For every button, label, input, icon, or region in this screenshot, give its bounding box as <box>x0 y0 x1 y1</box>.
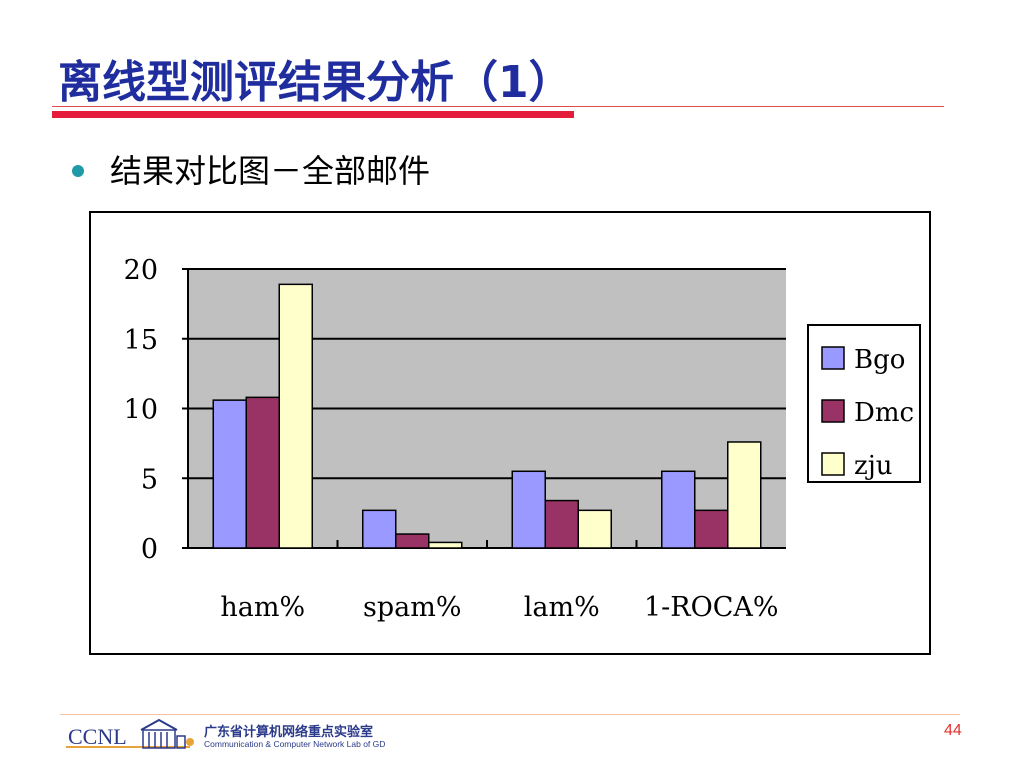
bar-chart: 0 5 10 15 20 ham% spam% lam% 1-ROCA% Bgo Dmc zju <box>124 255 921 623</box>
title-divider-thick <box>52 111 574 118</box>
legend-label-zju: zju <box>854 451 893 481</box>
x-tick-label: spam% <box>363 592 462 623</box>
x-tick-label: 1-ROCA% <box>644 592 779 623</box>
bar-bgo-2 <box>362 509 397 549</box>
bar-dmc-2 <box>395 533 430 549</box>
legend-label-dmc: Dmc <box>854 398 914 428</box>
bar-dmc-3 <box>544 499 579 549</box>
y-tick-label: 15 <box>124 325 158 356</box>
page-number: 44 <box>944 722 962 739</box>
x-tick-label: lam% <box>524 592 600 623</box>
bar-bgo-3 <box>511 470 546 549</box>
bullet-text: 结果对比图－全部邮件 <box>110 152 431 190</box>
lab-building-icon <box>140 718 194 749</box>
y-tick-label: 20 <box>124 255 158 286</box>
footer-org-name-en: Communication & Computer Network Lab of … <box>204 739 386 749</box>
legend-swatch-zju <box>821 452 845 476</box>
legend-swatch-dmc <box>821 399 845 423</box>
bar-zju-3 <box>577 509 612 549</box>
bar-zju-4 <box>727 441 762 549</box>
legend-swatch-bgo <box>821 346 845 370</box>
footer-org-name-cn: 广东省计算机网络重点实验室 <box>204 725 374 740</box>
bar-dmc-1 <box>245 396 280 549</box>
title-divider-thin <box>52 106 944 107</box>
legend-label-bgo: Bgo <box>854 345 905 375</box>
bar-zju-1 <box>278 283 313 549</box>
footer-divider <box>60 714 960 715</box>
bar-dmc-4 <box>694 509 729 549</box>
footer-logo-underline <box>66 746 190 748</box>
bar-zju-2 <box>428 541 463 549</box>
bar-bgo-4 <box>661 470 696 549</box>
bar-bgo-1 <box>212 399 247 549</box>
y-tick-label: 10 <box>124 395 158 426</box>
footer-logo-text: CCNL <box>68 724 127 749</box>
x-tick-label: ham% <box>220 592 305 623</box>
y-tick-label: 5 <box>141 464 158 495</box>
y-tick-label: 0 <box>141 534 158 565</box>
slide-title: 离线型测评结果分析（1） <box>58 57 573 108</box>
bullet-dot-icon <box>72 165 84 177</box>
